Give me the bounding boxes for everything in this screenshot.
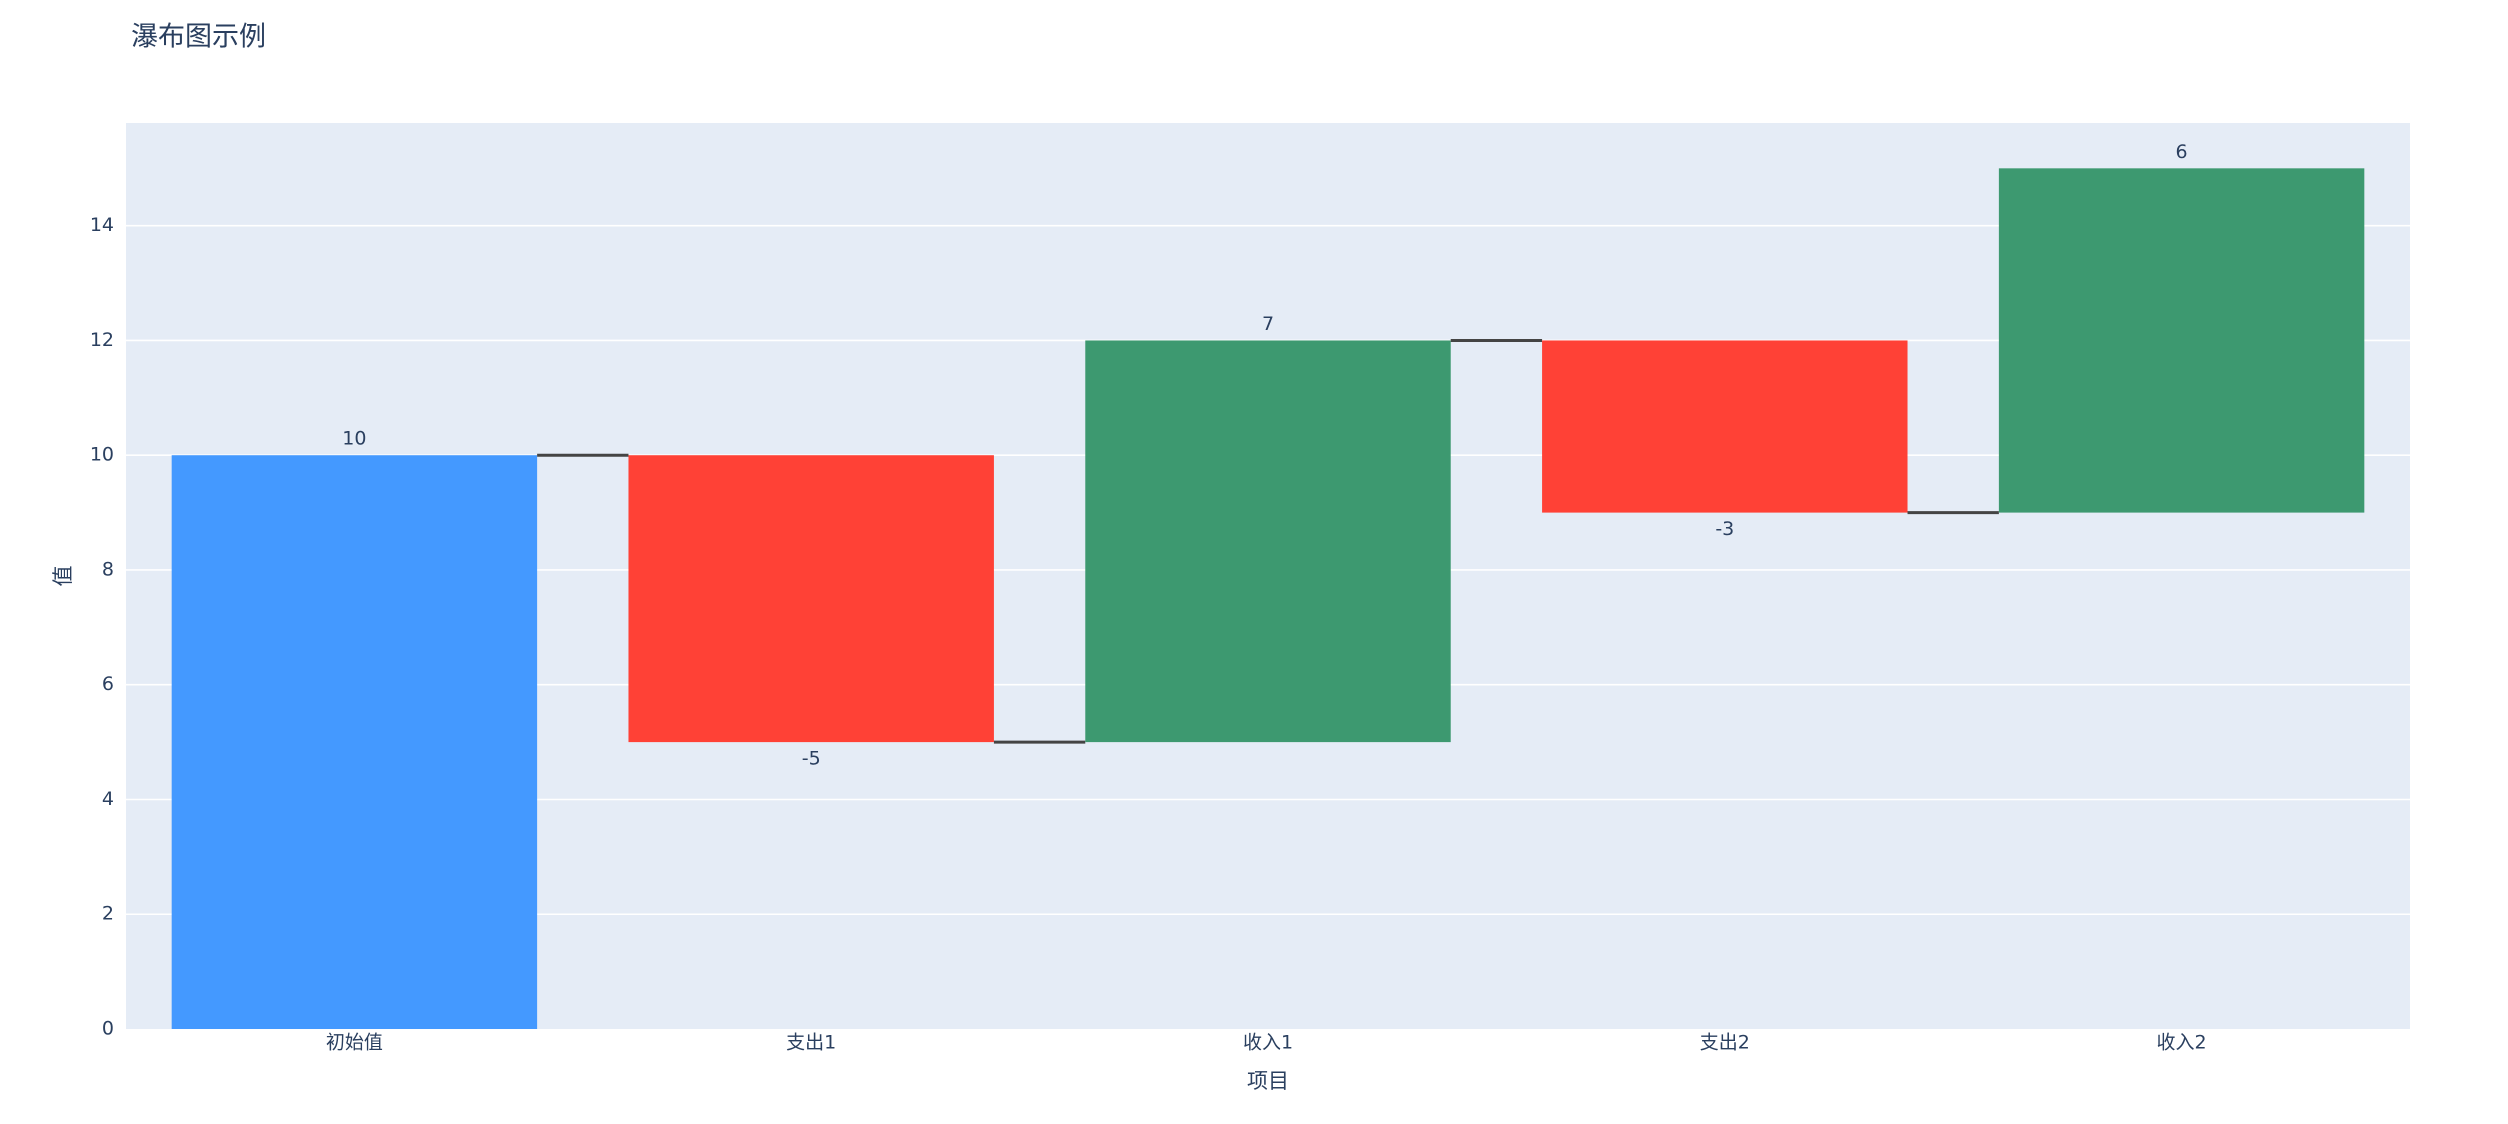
y-tick-label: 14 [90, 214, 114, 236]
y-tick-label: 12 [90, 329, 114, 351]
bar [1998, 168, 2365, 513]
x-tick-label: 初始值 [326, 1032, 383, 1054]
y-tick-label: 4 [102, 788, 114, 810]
y-tick-label: 2 [102, 903, 114, 925]
y-tick-label: 0 [102, 1018, 114, 1040]
data-label: 6 [2176, 141, 2188, 163]
data-label: 7 [1262, 313, 1274, 335]
y-axis-label: 值 [51, 566, 75, 587]
y-tick-label: 6 [102, 673, 114, 695]
bar [171, 455, 538, 1029]
data-label: 10 [342, 428, 366, 450]
bar [628, 455, 994, 743]
x-tick-label: 收入1 [1243, 1032, 1293, 1054]
bar [1542, 340, 1908, 513]
x-tick-label: 支出2 [1700, 1032, 1750, 1054]
x-axis-label: 项目 [1247, 1069, 1289, 1093]
x-tick-label: 支出1 [786, 1032, 836, 1054]
x-tick-label: 收入2 [2157, 1032, 2207, 1054]
bar [1085, 340, 1451, 743]
chart-title: 瀑布图示例 [131, 22, 266, 53]
y-tick-label: 10 [90, 444, 114, 466]
data-label: -5 [802, 748, 821, 770]
y-tick-label: 8 [102, 558, 114, 580]
data-label: -3 [1715, 518, 1734, 540]
